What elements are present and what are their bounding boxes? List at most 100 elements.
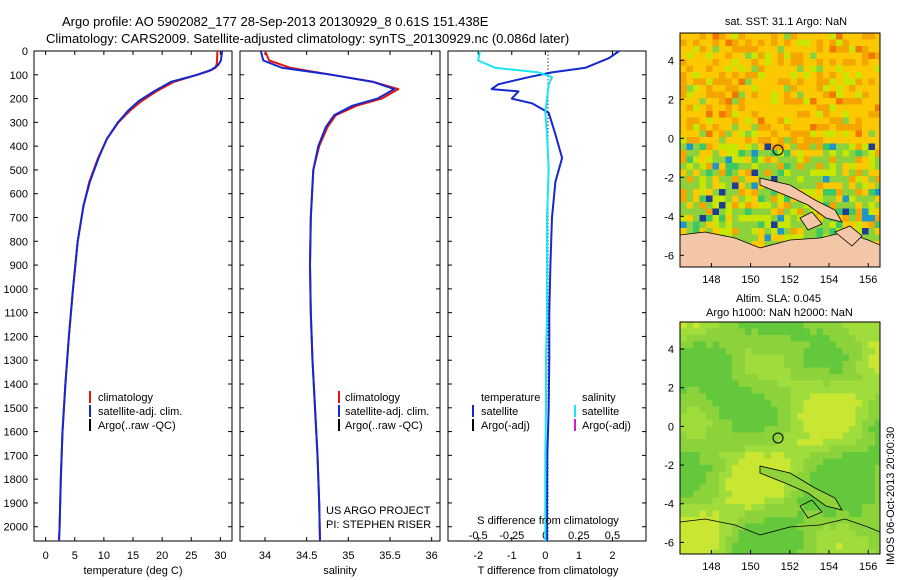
map-cell [680, 491, 687, 498]
map-cell [706, 445, 713, 453]
map-cell [751, 504, 759, 511]
map-cell [699, 208, 707, 216]
map-cell [686, 117, 694, 125]
map-cell [816, 117, 824, 125]
map-cell [836, 163, 843, 170]
map-cell [764, 111, 772, 118]
map-cell [738, 65, 746, 73]
map-cell [725, 452, 733, 459]
map-cell [868, 354, 876, 362]
map-cell [777, 195, 785, 203]
map-cell [732, 182, 739, 190]
map-cell [855, 202, 863, 209]
map-cell [712, 491, 720, 498]
map-cell [686, 530, 694, 537]
map-cell [680, 341, 687, 349]
map-cell [732, 189, 739, 196]
map-cell [784, 400, 791, 407]
map-cell [693, 458, 700, 466]
map-cell [829, 156, 837, 164]
map-cell [777, 215, 785, 222]
map-cell [777, 445, 785, 453]
map-cell [862, 130, 869, 138]
map-cell [725, 91, 733, 99]
map-cell [725, 150, 733, 157]
map-cell [875, 176, 880, 183]
map-cell [751, 137, 759, 144]
map-cell [875, 52, 880, 60]
map-cell [868, 221, 876, 229]
sla-map-frame [679, 321, 881, 555]
map-cell [868, 549, 876, 554]
map-cell [862, 85, 869, 92]
map-cell [855, 33, 863, 40]
map-cell [842, 458, 850, 466]
map-cell [719, 354, 726, 362]
map-cell [784, 328, 791, 336]
map-cell [836, 202, 843, 209]
map-cell [751, 478, 759, 485]
map-cell [686, 504, 694, 511]
map-cell [758, 491, 765, 498]
map-cell [784, 497, 791, 505]
map-cell [771, 195, 778, 203]
map-cell [823, 228, 830, 235]
map-cell [758, 387, 765, 394]
salinity-panel-frame [239, 50, 441, 542]
map-cell [784, 536, 791, 544]
map-cell [836, 59, 843, 66]
map-cell [751, 221, 759, 229]
map-cell [855, 380, 863, 388]
map-cell [751, 195, 759, 203]
map-cell [751, 59, 759, 66]
map-cell [680, 458, 687, 466]
map-cell [862, 52, 869, 60]
map-x-tick-label: 150 [741, 561, 759, 573]
map-cell [680, 400, 687, 407]
map-cell [829, 445, 837, 453]
map-cell [875, 104, 880, 112]
map-cell [816, 543, 824, 550]
map-cell [758, 91, 765, 99]
map-cell [784, 208, 791, 216]
map-cell [738, 78, 746, 86]
map-cell [875, 228, 880, 235]
map-cell [699, 413, 707, 420]
map-y-tick-label: 0 [668, 421, 674, 433]
map-cell [693, 348, 700, 355]
map-cell [771, 189, 778, 196]
map-cell [777, 458, 785, 466]
map-cell [849, 137, 856, 144]
map-cell [764, 124, 772, 131]
map-cell [712, 117, 720, 125]
map-cell [836, 439, 843, 446]
map-cell [725, 176, 733, 183]
map-cell [745, 104, 752, 112]
map-cell [758, 510, 765, 518]
map-cell [745, 419, 752, 427]
map-cell [680, 117, 687, 125]
map-cell [816, 458, 824, 466]
map-cell [849, 517, 856, 524]
map-cell [745, 536, 752, 544]
map-cell [803, 91, 811, 99]
map-cell [725, 504, 733, 511]
map-cell [706, 228, 713, 235]
map-cell [777, 452, 785, 459]
map-cell [777, 228, 785, 235]
map-cell [732, 215, 739, 222]
map-cell [719, 33, 726, 40]
map-cell [693, 523, 700, 531]
map-cell [725, 478, 733, 485]
map-cell [810, 143, 817, 151]
map-cell [725, 497, 733, 505]
map-cell [719, 39, 726, 47]
map-cell [862, 348, 869, 355]
map-cell [868, 215, 876, 222]
map-cell [738, 491, 746, 498]
map-cell [803, 72, 811, 79]
map-cell [680, 169, 687, 177]
map-cell [836, 150, 843, 157]
map-cell [855, 65, 863, 73]
map-cell [803, 361, 811, 368]
